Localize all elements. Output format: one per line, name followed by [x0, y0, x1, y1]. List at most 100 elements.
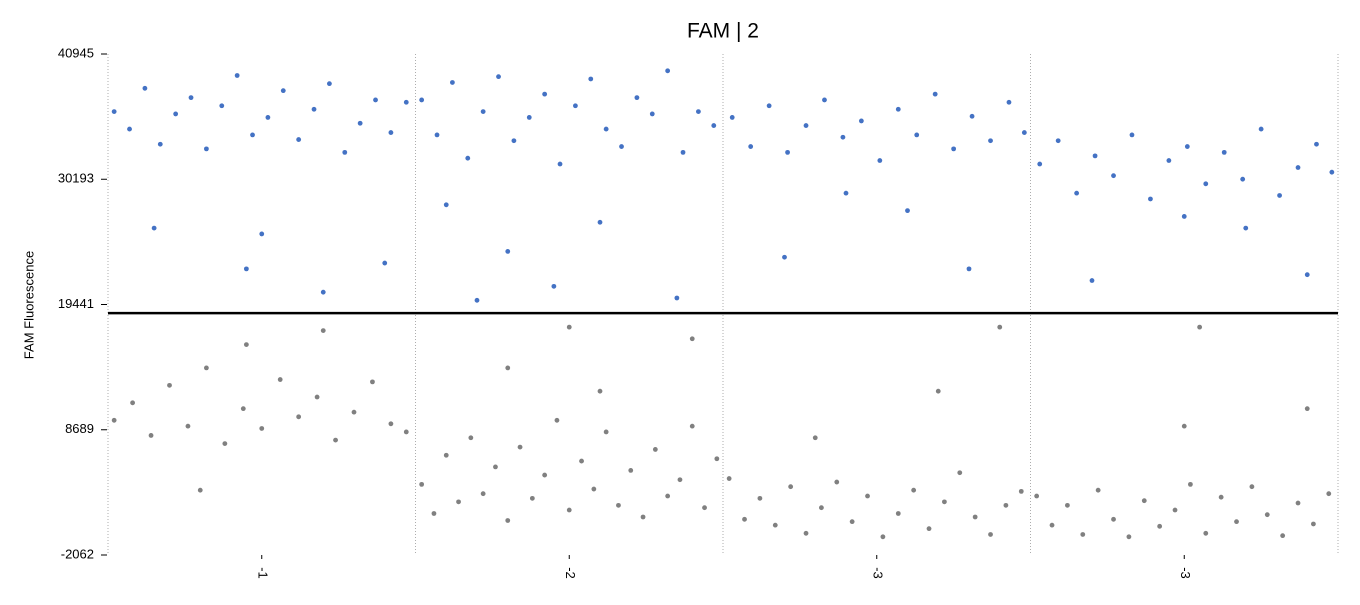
droplet	[1092, 153, 1098, 159]
droplet	[222, 441, 228, 447]
droplet	[1166, 158, 1172, 163]
droplet	[819, 505, 824, 511]
droplet	[526, 115, 532, 120]
droplet	[696, 109, 701, 115]
droplet	[148, 433, 154, 438]
droplet	[1037, 161, 1043, 167]
droplet	[966, 266, 972, 272]
droplet	[1074, 190, 1080, 196]
droplet	[296, 414, 302, 420]
droplet	[204, 146, 209, 152]
droplet	[185, 423, 191, 429]
droplet	[849, 519, 855, 525]
droplet	[1049, 522, 1055, 528]
droplet	[1314, 141, 1319, 147]
droplet	[822, 97, 827, 103]
droplet	[443, 202, 449, 208]
droplet	[327, 81, 332, 87]
y-tick-label: -2062	[61, 546, 94, 561]
droplet	[729, 115, 735, 120]
droplet	[652, 447, 658, 452]
droplet	[573, 103, 578, 109]
droplet	[926, 526, 932, 532]
droplet	[505, 518, 511, 523]
droplet	[597, 219, 603, 225]
droplet	[357, 120, 363, 126]
droplet	[529, 495, 535, 501]
droplet	[333, 437, 338, 443]
droplet	[1243, 225, 1249, 231]
droplet	[628, 468, 634, 473]
droplet	[542, 91, 548, 97]
droplet	[914, 132, 920, 138]
droplet	[1141, 498, 1147, 504]
droplet	[689, 336, 695, 342]
droplet	[370, 379, 375, 385]
x-tick-label: -3	[870, 567, 885, 579]
droplet	[1329, 169, 1335, 175]
droplet	[188, 95, 194, 101]
droplet	[905, 208, 910, 214]
droplet	[1203, 181, 1209, 187]
droplet	[726, 476, 732, 481]
droplet	[579, 458, 584, 464]
droplet	[1003, 502, 1009, 508]
droplet	[1240, 176, 1246, 182]
droplet	[517, 444, 523, 450]
y-tick-label: 30193	[58, 171, 94, 186]
droplet	[111, 109, 117, 115]
droplet	[505, 365, 511, 371]
y-axis-label: FAM Fluorescence	[21, 251, 36, 359]
droplet	[969, 113, 975, 119]
x-tick-label: -1	[255, 567, 270, 579]
y-tick-label: 8689	[65, 421, 94, 436]
droplet	[680, 149, 686, 155]
droplet	[111, 417, 117, 423]
droplet	[1111, 173, 1116, 179]
droplet	[551, 283, 557, 289]
droplet	[1065, 502, 1070, 508]
droplet	[456, 499, 461, 505]
droplet	[843, 190, 849, 196]
droplet	[877, 158, 883, 163]
droplet	[766, 103, 772, 109]
droplet	[493, 464, 498, 470]
droplet	[240, 406, 246, 412]
droplet	[419, 481, 425, 487]
droplet	[1234, 519, 1239, 525]
x-tick-label: -2	[563, 567, 578, 579]
droplet	[1295, 500, 1301, 506]
droplet	[1264, 512, 1270, 518]
droplet	[865, 493, 870, 499]
droplet	[243, 342, 249, 347]
droplet	[474, 297, 480, 303]
droplet	[803, 530, 809, 536]
droplet	[157, 141, 163, 147]
droplet	[665, 493, 671, 499]
droplet	[1181, 423, 1187, 429]
droplet	[1157, 523, 1163, 529]
droplet	[619, 144, 624, 149]
droplet	[342, 149, 348, 155]
droplet	[932, 91, 938, 97]
droplet	[1304, 406, 1310, 412]
droplet	[1080, 532, 1086, 537]
droplet	[1326, 491, 1332, 497]
droplet	[388, 130, 394, 135]
droplet	[942, 499, 947, 505]
droplet	[1172, 507, 1178, 513]
droplet	[1188, 481, 1193, 487]
droplet	[1148, 196, 1153, 202]
droplet	[351, 409, 357, 415]
droplet	[434, 132, 440, 138]
droplet	[972, 514, 978, 520]
droplet	[419, 97, 425, 103]
droplet	[714, 456, 720, 462]
droplet	[505, 248, 511, 254]
droplet	[480, 109, 486, 115]
droplet	[468, 435, 474, 441]
droplet	[1249, 484, 1255, 490]
droplet	[911, 487, 917, 493]
droplet	[250, 132, 255, 138]
